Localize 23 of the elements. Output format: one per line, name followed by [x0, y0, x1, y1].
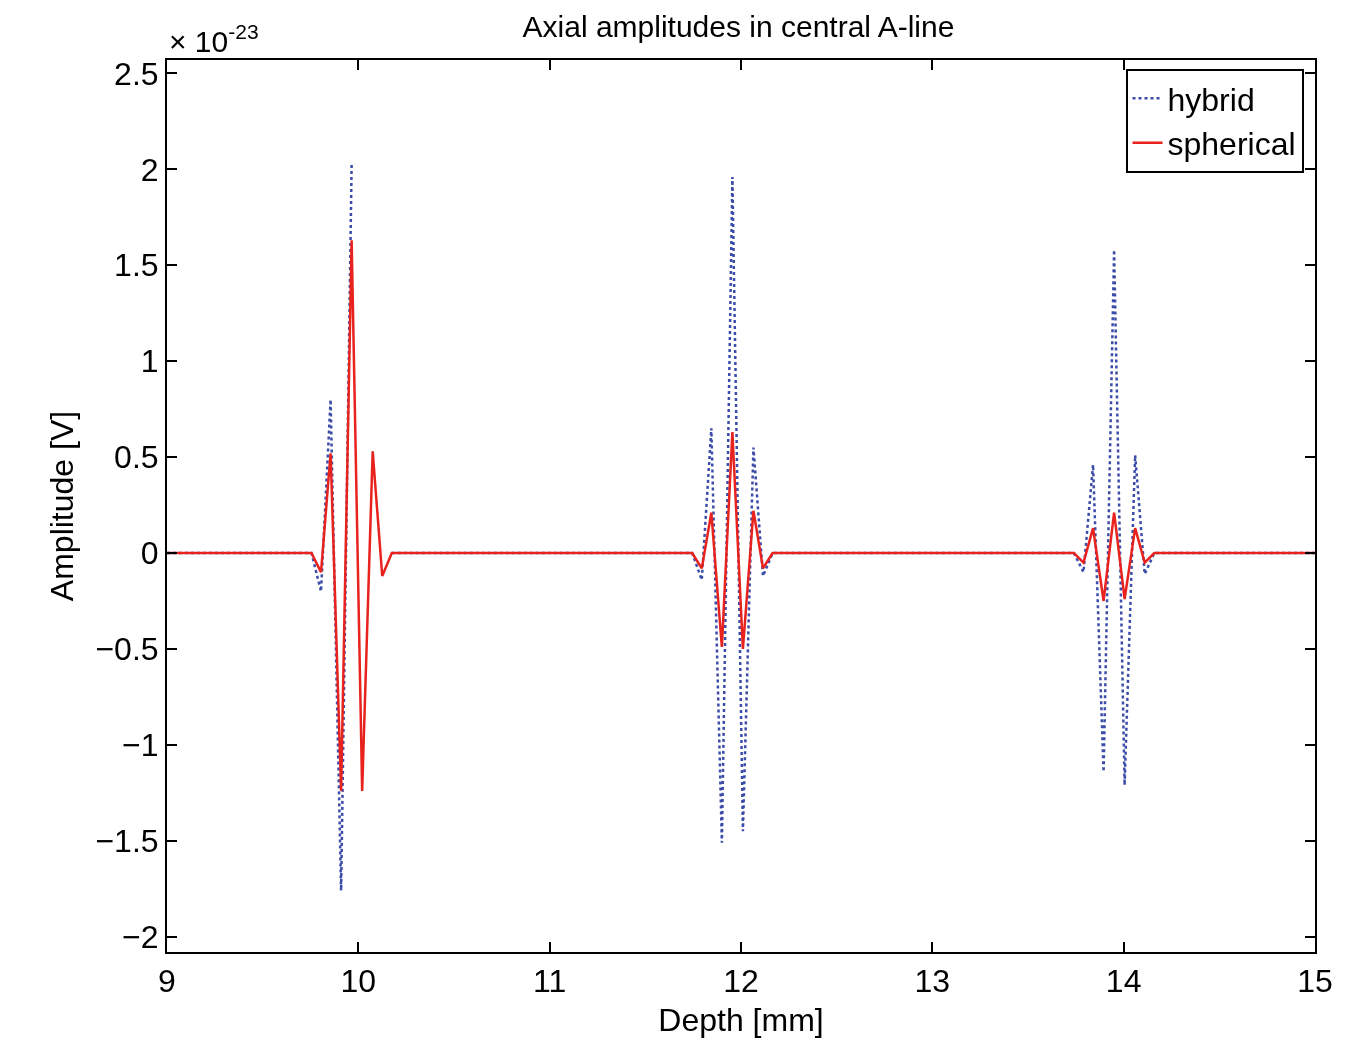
x-tick-label: 10	[340, 963, 377, 1000]
y-tick-label: −0.5	[95, 631, 159, 668]
text: × 10$^{-23}$	[169, 20, 259, 58]
x-tick-label: 12	[723, 963, 759, 1000]
y-tick-label: 2.5	[114, 55, 159, 92]
y-axis-title: Amplitude [V]	[44, 410, 81, 602]
x-tick-label: 15	[1297, 963, 1333, 1000]
x-tick-label: 9	[158, 963, 176, 1000]
x-axis-title: Depth [mm]	[658, 1001, 824, 1038]
x-tick-label: 13	[914, 963, 951, 1000]
y-tick-label: −2	[122, 918, 159, 955]
y-tick-label: 2	[140, 151, 159, 188]
legend-label: hybrid	[1167, 81, 1255, 118]
chart-title: Axial amplitudes in central A-line	[522, 9, 955, 43]
y-tick-label: −1.5	[95, 822, 159, 859]
y-tick-label: 0.5	[114, 439, 159, 476]
legend-label: spherical	[1167, 126, 1296, 163]
y-tick-label: 1	[140, 343, 159, 380]
y-tick-label: 1.5	[114, 247, 159, 284]
x-tick-label: 14	[1105, 963, 1142, 1000]
y-tick-label: 0	[140, 535, 159, 572]
y-tick-label: −1	[122, 727, 159, 764]
x-tick-label: 11	[533, 963, 567, 1000]
